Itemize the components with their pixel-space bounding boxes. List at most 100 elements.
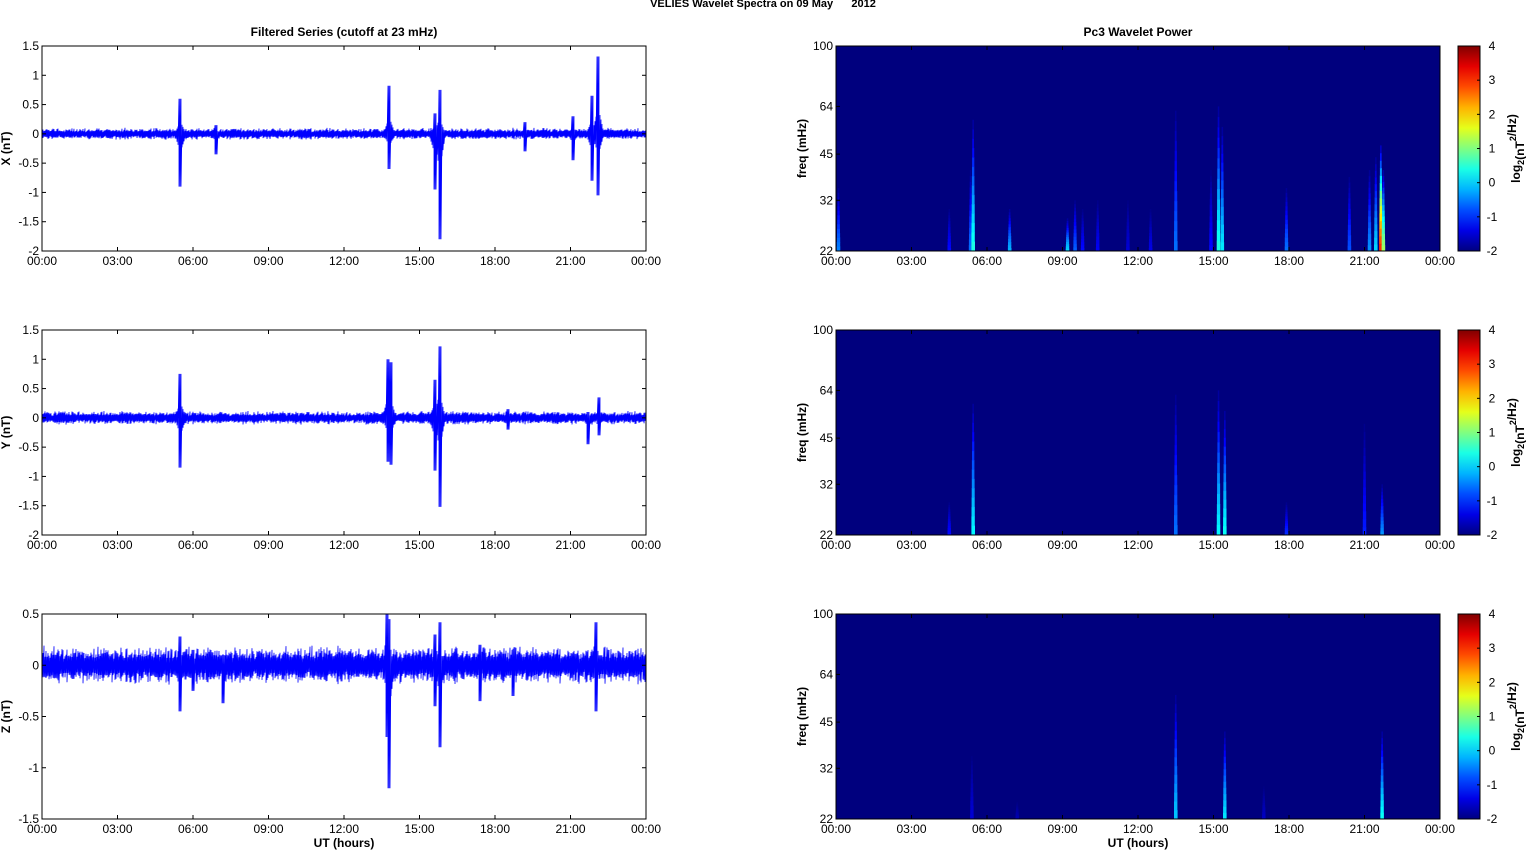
heatmap-feature-x-2 — [969, 170, 972, 177]
heatmap-feature-z-0 — [970, 810, 974, 815]
heatmap-feature-x-17 — [1368, 199, 1371, 206]
heatmap-feature-y-0 — [947, 532, 952, 536]
heatmap-feature-y-4 — [1223, 490, 1227, 500]
heatmap-feature-x-20 — [1382, 216, 1385, 223]
heatmap-feature-y-6 — [1363, 439, 1366, 448]
x-tick-label-wavelet-0-2: 06:00 — [972, 254, 1002, 268]
heatmap-feature-z-5 — [1380, 781, 1384, 789]
heatmap-feature-x-12 — [1209, 222, 1213, 229]
heatmap-feature-x-4 — [1008, 233, 1012, 237]
heatmap-feature-z-3 — [1223, 806, 1227, 814]
x-tick-label-wavelet-0-4: 12:00 — [1123, 254, 1153, 268]
heatmap-feature-x-16 — [1348, 208, 1351, 215]
heatmap-feature-x-4 — [1007, 248, 1012, 252]
heatmap-feature-y-3 — [1217, 442, 1220, 453]
y-tick-label-wavelet-0-2: 45 — [820, 147, 834, 161]
heatmap-feature-x-2 — [969, 175, 972, 182]
heatmap-feature-x-17 — [1368, 175, 1371, 182]
heatmap-feature-y-1 — [971, 506, 975, 517]
heatmap-feature-x-5 — [1065, 248, 1070, 252]
colorbar-tick-label-1-6: -2 — [1487, 528, 1498, 542]
heatmap-feature-x-2 — [969, 199, 972, 206]
heatmap-feature-y-6 — [1363, 487, 1366, 496]
heatmap-feature-y-5 — [1284, 530, 1289, 533]
heatmap-feature-z-2 — [1174, 765, 1178, 776]
y-tick-label-wavelet-1-2: 45 — [820, 431, 834, 445]
y-axis-label-series-z: Z (nT) — [0, 700, 13, 733]
heatmap-feature-x-19 — [1379, 243, 1383, 252]
heatmap-feature-x-6 — [1074, 203, 1076, 208]
heatmap-feature-z-5 — [1380, 769, 1384, 776]
heatmap-feature-x-0 — [837, 188, 840, 193]
heatmap-feature-z-0 — [970, 778, 973, 784]
heatmap-feature-x-7 — [1081, 221, 1084, 225]
heatmap-feature-y-2 — [1174, 525, 1178, 536]
heatmap-feature-y-5 — [1285, 509, 1288, 512]
heatmap-feature-y-5 — [1285, 521, 1288, 524]
heatmap-feature-y-6 — [1363, 479, 1366, 488]
heatmap-feature-x-20 — [1381, 233, 1385, 240]
axes-frame-x — [41, 45, 647, 252]
heatmap-feature-z-5 — [1381, 744, 1383, 751]
heatmap-feature-z-2 — [1174, 783, 1178, 793]
heatmap-feature-y-3 — [1217, 411, 1220, 422]
heatmap-feature-x-20 — [1381, 245, 1386, 252]
heatmap-feature-x-3 — [971, 222, 975, 233]
heatmap-feature-y-5 — [1284, 532, 1289, 536]
heatmap-feature-y-4 — [1224, 410, 1226, 421]
heatmap-feature-x-19 — [1379, 228, 1383, 237]
x-tick-label-wavelet-0-8: 00:00 — [1425, 254, 1455, 268]
heatmap-feature-x-11 — [1175, 110, 1177, 122]
heatmap-feature-x-11 — [1174, 120, 1177, 132]
x-tick-label-series-0-0: 00:00 — [27, 254, 57, 268]
heatmap-feature-x-20 — [1382, 181, 1385, 188]
heatmap-feature-x-15 — [1285, 201, 1288, 207]
heatmap-feature-z-3 — [1223, 787, 1227, 795]
heatmap-feature-x-11 — [1174, 220, 1178, 232]
heatmap-feature-x-11 — [1174, 130, 1177, 142]
heatmap-feature-x-17 — [1368, 193, 1371, 200]
heatmap-feature-x-18 — [1374, 224, 1378, 232]
heatmap-feature-x-14 — [1220, 197, 1224, 208]
heatmap-feature-z-1 — [1015, 815, 1019, 817]
heatmap-feature-x-7 — [1081, 212, 1084, 216]
x-tick-label-series-2-6: 18:00 — [480, 822, 510, 836]
x-tick-label-wavelet-1-7: 21:00 — [1349, 538, 1379, 552]
heatmap-feature-x-1 — [947, 233, 951, 237]
heatmap-feature-x-13 — [1217, 116, 1220, 128]
heatmap-feature-z-0 — [970, 796, 974, 802]
x-axis-label-wavelet: UT (hours) — [1108, 836, 1169, 850]
heatmap-feature-x-20 — [1381, 227, 1385, 235]
panel-title-wavelet: Pc3 Wavelet Power — [1084, 25, 1193, 39]
heatmap-feature-x-2 — [969, 210, 972, 217]
heatmap-feature-x-4 — [1008, 239, 1012, 243]
heatmap-feature-y-6 — [1363, 463, 1366, 472]
heatmap-feature-x-15 — [1285, 210, 1288, 216]
colorbar-tick-label-0-0: 4 — [1489, 39, 1496, 53]
heatmap-feature-z-4 — [1262, 795, 1265, 799]
heatmap-feature-y-4 — [1223, 517, 1227, 527]
heatmap-feature-y-2 — [1174, 444, 1177, 456]
heatmap-feature-y-2 — [1174, 474, 1178, 486]
heatmap-feature-x-16 — [1348, 214, 1351, 220]
panel-title-series: Filtered Series (cutoff at 23 mHz) — [251, 25, 438, 39]
heatmap-feature-x-8 — [1096, 218, 1099, 223]
heatmap-feature-x-7 — [1081, 227, 1084, 231]
colorbar-tick-label-1-5: -1 — [1487, 494, 1498, 508]
heatmap-feature-x-12 — [1209, 210, 1213, 217]
heatmap-feature-z-5 — [1380, 794, 1384, 801]
heatmap-feature-y-5 — [1285, 507, 1288, 510]
heatmap-feature-x-8 — [1096, 229, 1100, 234]
heatmap-feature-x-0 — [836, 237, 841, 243]
heatmap-feature-x-16 — [1347, 229, 1351, 236]
heatmap-feature-z-2 — [1174, 757, 1177, 767]
heatmap-feature-y-5 — [1285, 516, 1288, 519]
heatmap-feature-y-1 — [971, 525, 975, 536]
y-axis-label-wavelet-y: freq (mHz) — [795, 403, 809, 462]
heatmap-feature-y-4 — [1223, 446, 1226, 456]
heatmap-feature-x-11 — [1174, 150, 1177, 162]
heatmap-feature-x-13 — [1217, 189, 1220, 200]
heatmap-feature-x-6 — [1073, 225, 1077, 230]
